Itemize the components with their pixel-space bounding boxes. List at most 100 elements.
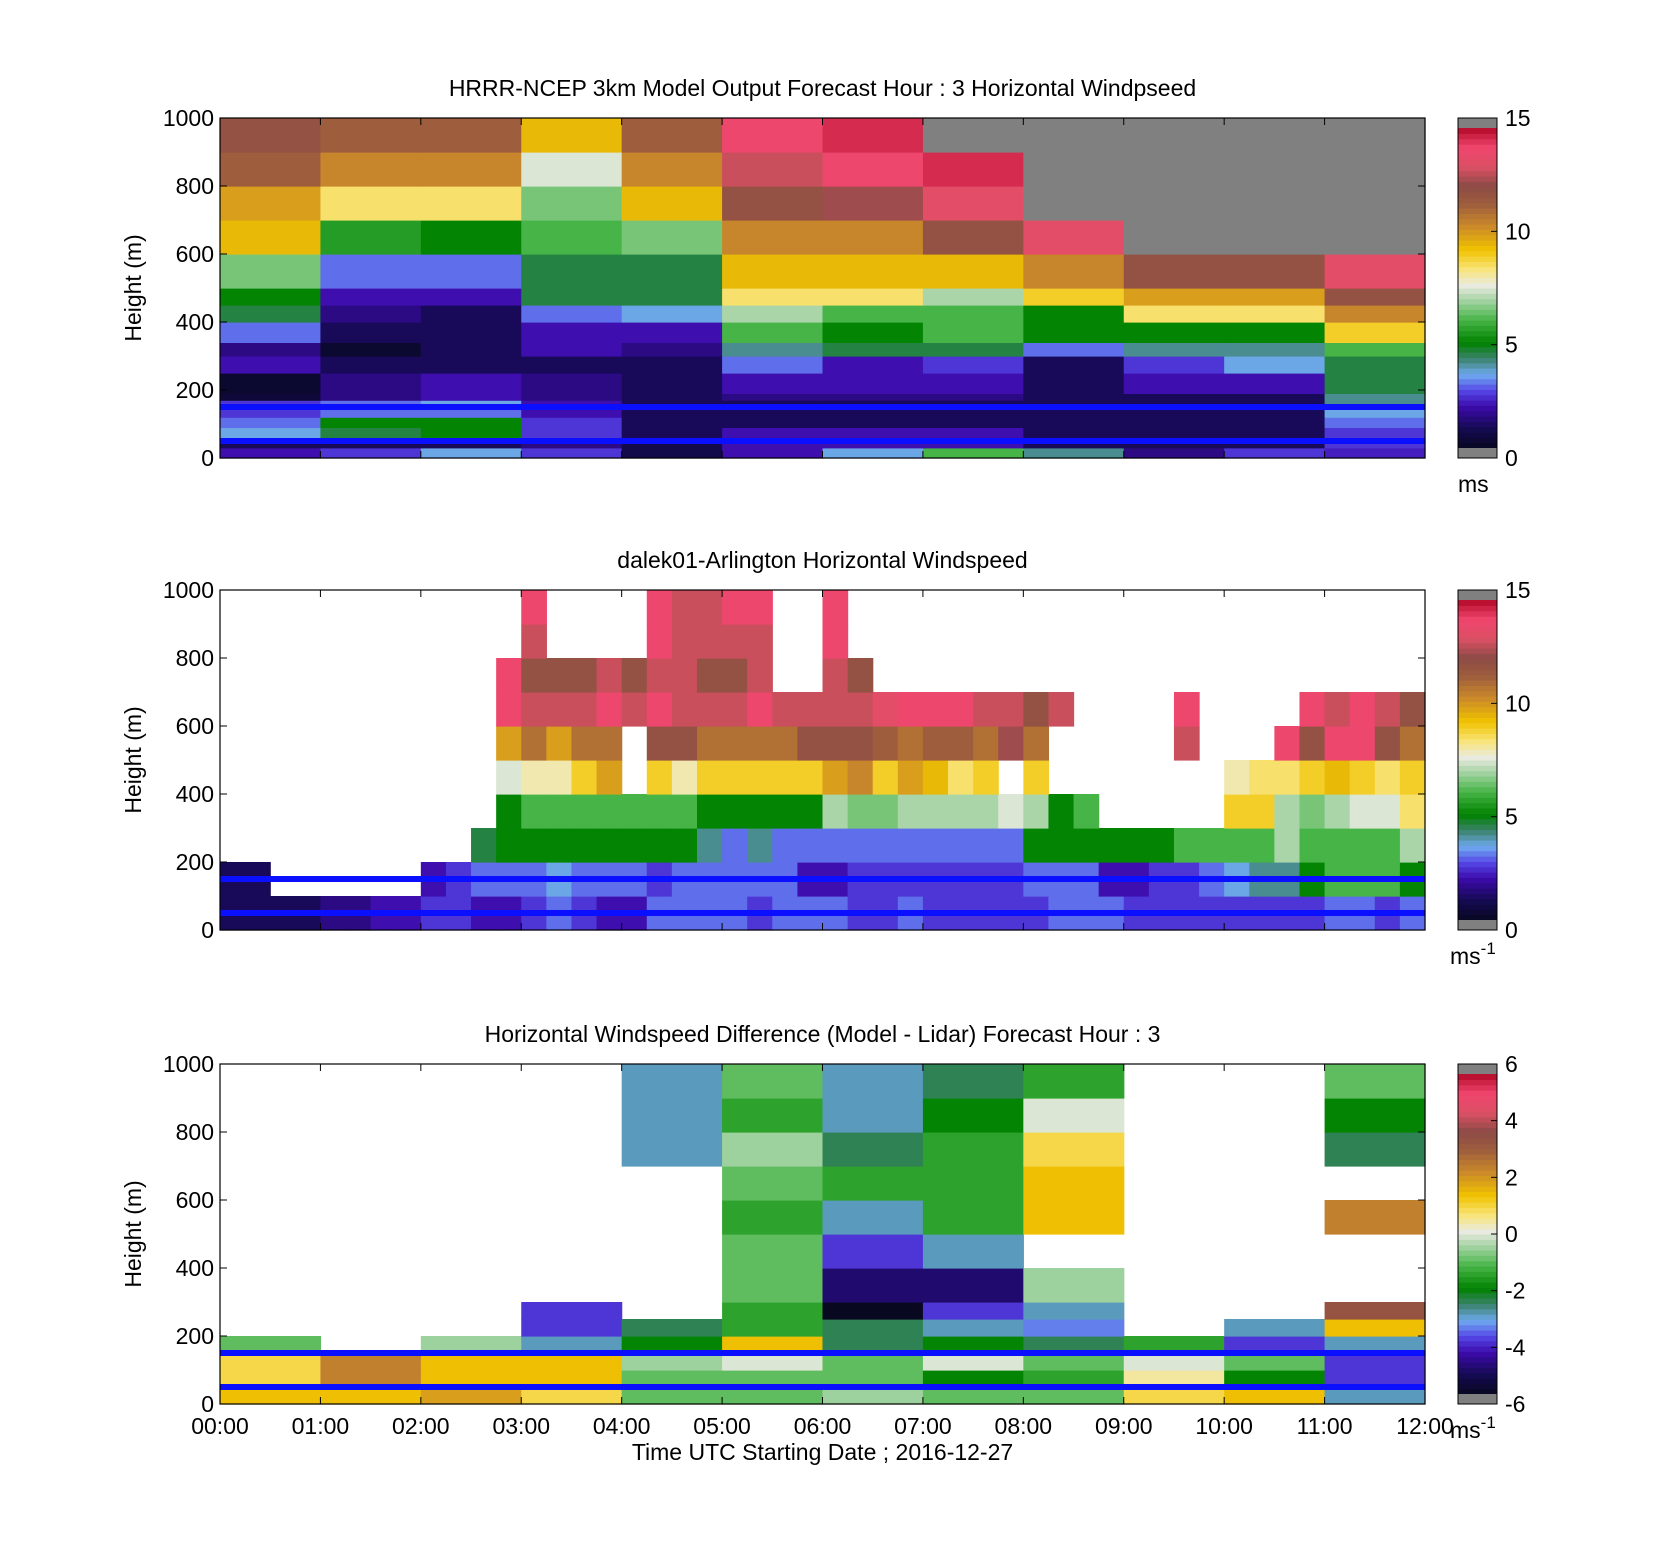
heatmap-cell (320, 400, 422, 408)
heatmap-cell (1224, 417, 1326, 428)
heatmap-cell (546, 658, 573, 693)
heatmap-cell (722, 590, 748, 625)
colorbar-swatch (1458, 642, 1497, 649)
colorbar-swatch (1458, 797, 1497, 804)
heatmap-cell (747, 794, 773, 829)
colorbar-swatch (1458, 914, 1497, 921)
heatmap-cell (521, 447, 623, 459)
heatmap-cell (1324, 254, 1426, 289)
colorbar-swatch (1458, 738, 1497, 745)
colorbar-swatch (1458, 1084, 1497, 1091)
heatmap-cell (1123, 1353, 1225, 1371)
heatmap-cell (420, 342, 522, 357)
colorbar-swatch (1458, 834, 1497, 841)
colorbar-swatch (1458, 128, 1497, 134)
heatmap-cell (596, 726, 623, 761)
heatmap-cell (822, 1132, 924, 1167)
heatmap-cell (1224, 447, 1326, 459)
colorbar-swatch (1458, 1378, 1497, 1384)
y-tick-label: 200 (176, 1323, 214, 1349)
heatmap-cell (822, 692, 849, 727)
y-axis-label: Height (m) (120, 234, 146, 341)
heatmap-cell (621, 322, 723, 343)
colorbar-unit-exponent: -1 (1481, 1413, 1496, 1432)
heatmap-cell (822, 1319, 924, 1337)
y-tick-label: 600 (176, 713, 214, 739)
colorbar-swatch (1458, 680, 1497, 686)
colorbar-tick-label: 0 (1505, 1221, 1518, 1247)
heatmap-cell (922, 1064, 1024, 1099)
colorbar-swatch (1458, 850, 1497, 857)
heatmap-cell (1173, 726, 1200, 761)
colorbar-frame (1457, 589, 1498, 931)
colorbar-swatch (1458, 722, 1497, 729)
heatmap-cell (822, 220, 924, 255)
colorbar-swatch (1458, 186, 1497, 193)
heatmap-cell (521, 254, 623, 289)
x-tick-label: 02:00 (392, 1413, 450, 1439)
colorbar-swatch (1458, 888, 1497, 894)
heatmap-cell (922, 1370, 1024, 1388)
heatmap-cell (922, 305, 1024, 323)
colorbar-swatch (1458, 213, 1497, 220)
heatmap-cell (722, 288, 824, 306)
heatmap-cell (722, 373, 824, 394)
colorbar-swatch (1458, 138, 1497, 145)
heatmap-cell (420, 373, 522, 394)
colorbar-swatch (1458, 1340, 1497, 1347)
heatmap-cell (1324, 373, 1426, 394)
heatmap-cell (973, 760, 999, 795)
x-tick-label: 08:00 (995, 1413, 1053, 1439)
colorbar-tick-label: 0 (1505, 445, 1518, 471)
y-tick-label: 0 (201, 917, 214, 943)
heatmap-cell (496, 794, 522, 829)
missing-cell (1324, 186, 1426, 221)
heatmap-cell (596, 828, 623, 863)
colorbar-swatch (1458, 170, 1497, 177)
heatmap-cell (521, 342, 623, 357)
y-tick-label: 600 (176, 241, 214, 267)
colorbar-swatch (1458, 1143, 1497, 1150)
heatmap-cell (998, 692, 1024, 727)
heatmap-cell (1249, 760, 1275, 795)
colorbar-swatch (1458, 701, 1497, 708)
heatmap-cell (847, 760, 874, 795)
y-axis-label: Height (m) (120, 706, 146, 813)
x-tick-label: 04:00 (593, 1413, 651, 1439)
colorbar-tick-label: 10 (1505, 690, 1531, 716)
heatmap-cell (998, 794, 1024, 829)
heatmap-cell (772, 692, 798, 727)
colorbar-tick-label: -2 (1505, 1278, 1525, 1304)
heatmap-cell (320, 1353, 422, 1371)
heatmap-cell (822, 254, 924, 289)
colorbar-swatch (1458, 1100, 1497, 1107)
heatmap-cell (897, 828, 924, 863)
colorbar-swatch (1458, 1180, 1497, 1187)
colorbar-swatch (1458, 818, 1497, 825)
heatmap-cell (822, 828, 849, 863)
heatmap-cell (220, 1387, 322, 1405)
heatmap-cell (220, 220, 322, 255)
heatmap-cell (1048, 794, 1075, 829)
colorbar: 0 5 10 15 ms (1457, 105, 1531, 497)
heatmap-cell (822, 726, 849, 761)
colorbar-swatch (1458, 829, 1497, 836)
colorbar-swatch (1458, 893, 1497, 900)
heatmap-cell (546, 760, 573, 795)
heatmap-cell (973, 828, 999, 863)
heatmap-cell (1123, 322, 1225, 343)
heatmap-cell (471, 828, 497, 863)
heatmap-cell (1023, 1166, 1125, 1201)
heatmap-cell (998, 828, 1024, 863)
heatmap-cell (521, 794, 547, 829)
colorbar-swatch (1458, 384, 1497, 390)
colorbar-swatch (1458, 632, 1497, 638)
heatmap-cell (1299, 726, 1326, 761)
heatmap-cell (722, 305, 824, 323)
heatmap-cell (1023, 1200, 1125, 1235)
heatmap-cell (1023, 356, 1125, 374)
heatmap-cell (822, 186, 924, 221)
panel-title: dalek01-Arlington Horizontal Windspeed (617, 547, 1027, 573)
heatmap-cell (822, 447, 924, 459)
